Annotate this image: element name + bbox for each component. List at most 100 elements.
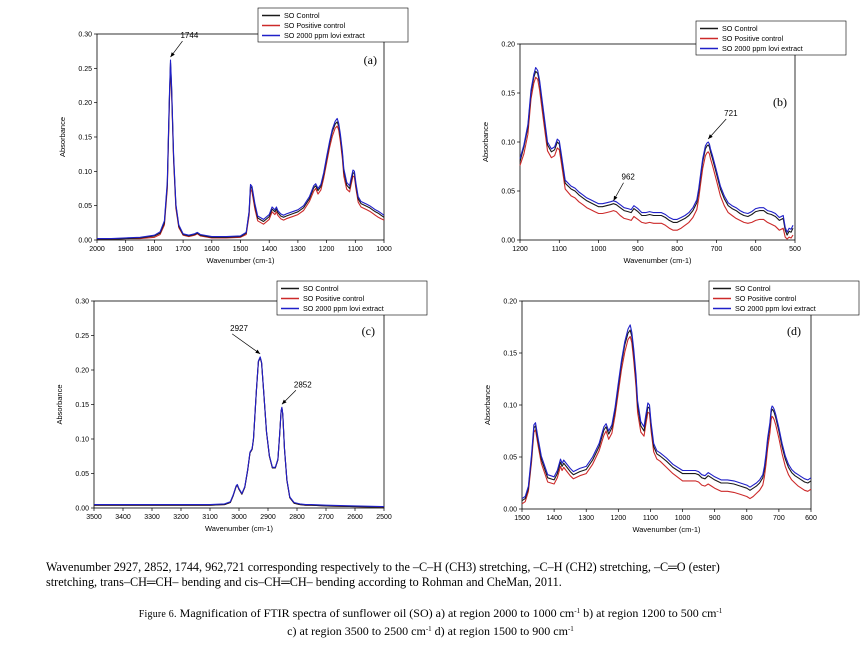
x-tick-label: 3300 [144,514,160,521]
annotation-arrow-head [708,134,713,139]
chart-panel-c: 3500 3400 3300 3200 3100 3000 2900 2800 2700 2600… [55,280,428,533]
x-tick-label: 900 [632,246,644,253]
y-tick-label: 0.15 [501,91,515,98]
legend-box [695,20,847,56]
x-tick-label: 1000 [376,246,392,253]
x-tick-label: 600 [805,515,817,522]
x-axis-label: Wavenumber (cm-1) [205,524,274,533]
caption-superscript-b: -1 [716,607,723,615]
x-tick-label: 1700 [175,246,191,253]
annotation-arrow-head [255,349,261,354]
y-tick-label: 0.15 [75,402,89,409]
chart-panel-d: 1500 1400 1300 1200 1100 1000 900 800 700 600 0.00… [483,280,860,534]
x-tick-label: 1500 [233,246,249,253]
series-line-positive [94,357,385,508]
annotation-arrow-head [170,52,175,58]
x-tick-label: 2600 [347,514,363,521]
x-tick-label: 2500 [376,514,392,521]
x-tick-label: 2800 [289,514,305,521]
plot-frame [521,300,812,510]
note-line-2: stretching, trans–CH═CH– bending and cis… [46,575,562,589]
panel-label: (a) [364,53,377,67]
x-tick-label: 800 [671,246,683,253]
x-axis-label: Wavenumber (cm-1) [632,525,701,534]
caption-text-a: Magnification of FTIR spectra of sunflow… [179,606,575,620]
legend-entry: SO 2000 ppm lovi extract [735,304,816,313]
x-tick-label: 3200 [173,514,189,521]
caption-superscript-d: -1 [567,625,574,633]
y-axis-label: Absorbance [481,122,490,162]
x-axis-label: Wavenumber (cm-1) [623,256,692,265]
y-tick-label: 0.25 [78,66,92,73]
legend-entry: SO 2000 ppm lovi extract [722,44,803,53]
annotation-label: 2927 [230,324,248,333]
x-tick-label: 1000 [675,515,691,522]
series-line-lovi [97,59,385,240]
legend-entry: SO Control [722,24,758,33]
panel-label: (d) [787,324,801,338]
y-tick-label: 0.05 [78,203,92,210]
series-line-lovi [521,324,812,500]
y-tick-label: 0.15 [78,135,92,142]
y-tick-label: 0.30 [78,32,92,39]
series-line-positive [97,66,385,240]
figure-caption: Figure 6. Magnification of FTIR spectra … [0,604,861,639]
annotation-arrow-head [613,195,618,201]
annotation-arrow-head [281,399,287,405]
y-tick-label: 0.00 [503,507,517,514]
panel-label: (c) [362,324,375,338]
x-tick-label: 3100 [202,514,218,521]
x-tick-label: 700 [711,246,723,253]
note-line-1: Wavenumber 2927, 2852, 1744, 962,721 cor… [46,560,720,574]
series-line-lovi [94,356,385,508]
x-tick-label: 1100 [348,246,363,253]
x-tick-label: 1200 [319,246,335,253]
y-tick-label: 0.05 [503,455,517,462]
panel-label: (b) [773,95,787,109]
caption-text-b: b) at region 1200 to 500 cm [580,606,717,620]
x-tick-label: 1400 [261,246,277,253]
caption-line-1: Figure 6. Magnification of FTIR spectra … [0,604,861,622]
y-tick-label: 0.10 [503,403,517,410]
y-tick-label: 0.10 [501,140,515,147]
x-tick-label: 1400 [546,515,562,522]
x-tick-label: 2700 [318,514,334,521]
x-tick-label: 1100 [552,246,567,253]
caption-superscript-a: -1 [574,607,581,615]
x-tick-label: 1300 [578,515,594,522]
y-tick-label: 0.20 [501,42,515,49]
y-tick-label: 0.00 [78,238,92,245]
annotation-label: 1744 [180,31,198,40]
y-tick-label: 0.00 [501,238,515,245]
y-tick-label: 0.10 [78,169,92,176]
x-tick-label: 1900 [118,246,134,253]
x-tick-label: 1800 [147,246,163,253]
y-tick-label: 0.15 [503,351,517,358]
annotation-label: 2852 [294,380,312,389]
y-tick-label: 0.20 [75,368,89,375]
caption-superscript-c: -1 [425,625,432,633]
x-tick-label: 2900 [260,514,276,521]
x-axis-label: Wavenumber (cm-1) [206,256,275,265]
x-tick-label: 800 [741,515,753,522]
x-tick-label: 1300 [290,246,306,253]
caption-text-c: c) at region 3500 to 2500 cm [287,624,426,638]
annotation-label: 962 [622,173,636,182]
chart-panel-a: 2000 1900 1800 1700 1600 1500 1400 1300 1200 1100… [58,7,409,265]
y-tick-label: 0.05 [75,471,89,478]
series-line-lovi [519,66,794,233]
x-tick-label: 700 [773,515,785,522]
caption-figure-label: Figure 6. [138,609,177,620]
legend-entry: SO Positive control [284,21,346,30]
chart-panel-b: 1200 1100 1000 900 800 700 600 500 0.00 0.05 0.10 0… [481,20,847,265]
y-tick-label: 0.20 [78,100,92,107]
x-tick-label: 1100 [643,515,658,522]
legend-entry: SO Control [735,284,771,293]
caption-line-2: c) at region 3500 to 2500 cm-1 d) at reg… [0,622,861,639]
x-tick-label: 2000 [89,246,105,253]
legend-entry: SO Control [303,284,339,293]
y-tick-label: 0.30 [75,299,89,306]
y-tick-label: 0.10 [75,437,89,444]
series-line-positive [519,76,794,240]
series-line-control [521,329,812,502]
